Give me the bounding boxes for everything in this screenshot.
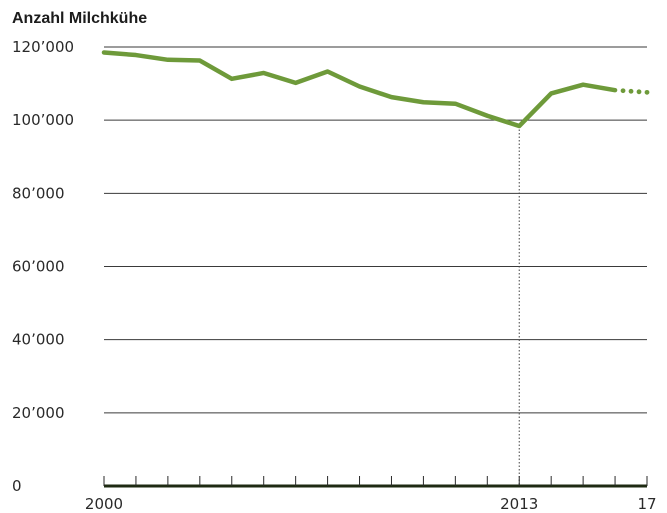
y-tick-label: 40’000 [12,331,65,349]
x-tick-label: 2013 [500,495,538,513]
series-layer [101,50,650,129]
y-tick-label: 0 [12,477,22,495]
estimate-dot [644,89,650,95]
x-axis-tick-labels: 2000 2013 17 [85,495,657,513]
gridlines [104,46,647,414]
y-tick-label: 100’000 [12,111,74,129]
y-axis-tick-labels: 0 20’000 40’000 60’000 80’000 100’000 120’000 [12,38,74,495]
series-line [101,50,618,129]
estimate-dot [620,88,626,94]
y-tick-label: 80’000 [12,184,65,202]
estimate-dot [636,89,642,95]
y-tick-label: 60’000 [12,258,65,276]
x-axis [103,476,648,488]
chart-title: Anzahl Milchkühe [12,10,147,27]
x-tick-label: 2000 [85,495,123,513]
estimate-dot [628,88,634,94]
y-tick-label: 20’000 [12,404,65,422]
y-tick-label: 120’000 [12,38,74,56]
x-tick-label: 17 [637,495,656,513]
